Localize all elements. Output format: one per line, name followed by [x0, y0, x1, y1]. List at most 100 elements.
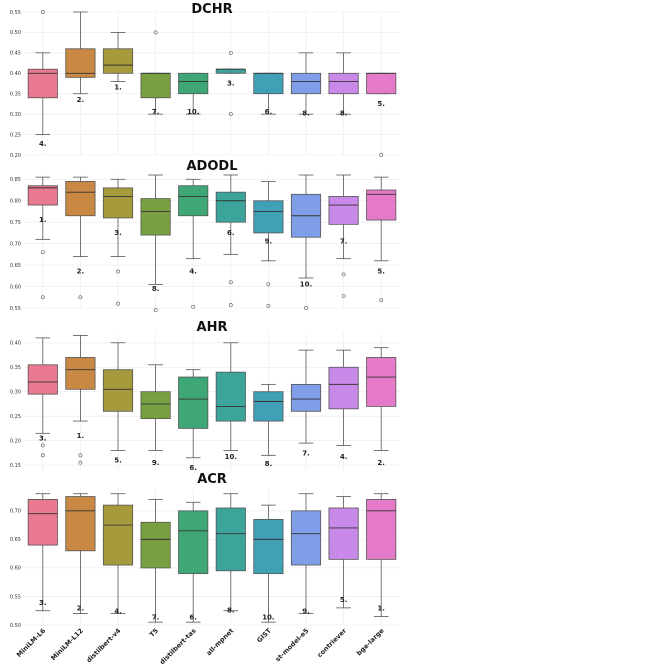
panel-title: ACR [197, 472, 227, 487]
rank-label: 2. [377, 459, 385, 467]
box-body [140, 72, 171, 99]
box-body [27, 68, 58, 99]
box-contriever: 4. [328, 349, 359, 461]
y-tick-label: 0.15 [10, 463, 21, 469]
rank-label: 8. [302, 109, 310, 117]
box-MiniLM-L12: 1. [65, 335, 96, 465]
x-tick-label: contriever [316, 626, 349, 659]
box-body [215, 371, 246, 422]
y-tick-label: 0.50 [10, 623, 21, 629]
y-tick-label: 0.25 [10, 414, 21, 420]
rank-label: 7. [152, 108, 160, 116]
rank-label: 8. [152, 285, 160, 293]
rank-label: 7. [340, 238, 348, 246]
box-GIST: 10. [253, 504, 284, 623]
box-body [27, 499, 58, 546]
box-body [27, 364, 58, 395]
rank-label: 4. [340, 453, 348, 461]
box-distilbert-v4: 5. [102, 342, 134, 465]
box-body [215, 68, 246, 74]
x-tick-label: bge-large [355, 626, 386, 657]
box-contriever: 7. [328, 174, 359, 298]
box-distilbert-tas: 6. [178, 501, 209, 623]
box-bge-large: 1. [366, 493, 397, 617]
panel-ahr: 0.15 0.20 0.25 0.30 0.35 0.40 AHR 3. 1. 5. 9. 6. 10.… [10, 320, 400, 472]
rank-label: 7. [152, 613, 160, 621]
rank-label: 5. [114, 457, 122, 465]
rank-label: 4. [189, 268, 197, 276]
y-tick-label: 0.30 [10, 390, 21, 396]
outlier-point [78, 453, 83, 458]
box-body [65, 357, 96, 390]
box-MiniLM-L6: 4. [27, 10, 58, 148]
panel-title: AHR [197, 320, 228, 335]
box-st-model-e5: 9. [290, 493, 322, 616]
outlier-point [341, 272, 346, 277]
box-body [253, 72, 284, 95]
box-body [27, 185, 58, 206]
rank-label: 4. [39, 140, 47, 148]
box-body [102, 369, 134, 412]
box-GIST: 9. [253, 181, 284, 308]
panel-dchr: 0.20 0.25 0.30 0.35 0.40 0.45 0.50 0.55 DCHR 4. 2.… [10, 2, 400, 159]
box-body [253, 391, 284, 422]
box-distilbert-tas: 10. [178, 72, 209, 116]
rank-label: 3. [39, 599, 47, 607]
box-body [290, 383, 322, 412]
box-body [366, 357, 397, 407]
box-distilbert-v4: 1. [102, 32, 134, 92]
box-GIST: 8. [253, 383, 284, 468]
outlier-point [40, 443, 45, 448]
outlier-point [40, 453, 45, 458]
rank-label: 6. [227, 229, 235, 237]
outlier-point [191, 304, 196, 309]
box-MiniLM-L6: 3. [27, 337, 58, 458]
rank-label: 6. [189, 464, 197, 472]
y-tick-label: 0.70 [10, 509, 21, 515]
box-MiniLM-L6: 1. [27, 176, 58, 300]
rank-label: 9. [302, 608, 310, 616]
rank-label: 10. [300, 281, 312, 289]
box-body [65, 496, 96, 552]
rank-label: 10. [187, 108, 199, 116]
rank-label: 6. [265, 108, 273, 116]
rank-label: 1. [77, 432, 85, 440]
x-tick-label: all-mpnet [205, 627, 235, 657]
box-distilbert-tas: 6. [178, 369, 209, 472]
rank-label: 3. [39, 435, 47, 443]
rank-label: 5. [377, 268, 385, 276]
box-st-model-e5: 10. [290, 174, 322, 310]
y-tick-label: 0.65 [10, 263, 21, 269]
box-body [290, 72, 322, 95]
box-T5: 7. [140, 499, 171, 623]
y-tick-label: 0.85 [10, 177, 21, 183]
box-contriever: 8. [328, 52, 359, 117]
rank-label: 7. [302, 449, 310, 457]
y-tick-label: 0.40 [10, 341, 21, 347]
box-MiniLM-L12: 2. [65, 493, 96, 614]
box-body [178, 185, 209, 217]
outlier-point [40, 250, 45, 255]
outlier-point [379, 298, 384, 303]
outlier-point [228, 50, 233, 55]
box-body [328, 366, 359, 410]
y-tick-label: 0.55 [10, 10, 21, 16]
box-body [65, 181, 96, 217]
box-body [366, 72, 397, 95]
box-body [178, 72, 209, 95]
box-all-mpnet: 3. [215, 50, 246, 117]
box-body [102, 504, 134, 566]
y-tick-label: 0.60 [10, 566, 21, 572]
box-body [65, 48, 96, 78]
box-body [253, 200, 284, 234]
outlier-point [228, 280, 233, 285]
outlier-point [379, 153, 384, 157]
box-MiniLM-L12: 2. [65, 11, 96, 104]
y-tick-label: 0.30 [10, 112, 21, 118]
rank-label: 2. [77, 268, 85, 276]
box-contriever: 5. [328, 496, 359, 609]
rank-label: 10. [225, 453, 237, 461]
box-body [328, 196, 359, 225]
outlier-point [153, 308, 158, 313]
